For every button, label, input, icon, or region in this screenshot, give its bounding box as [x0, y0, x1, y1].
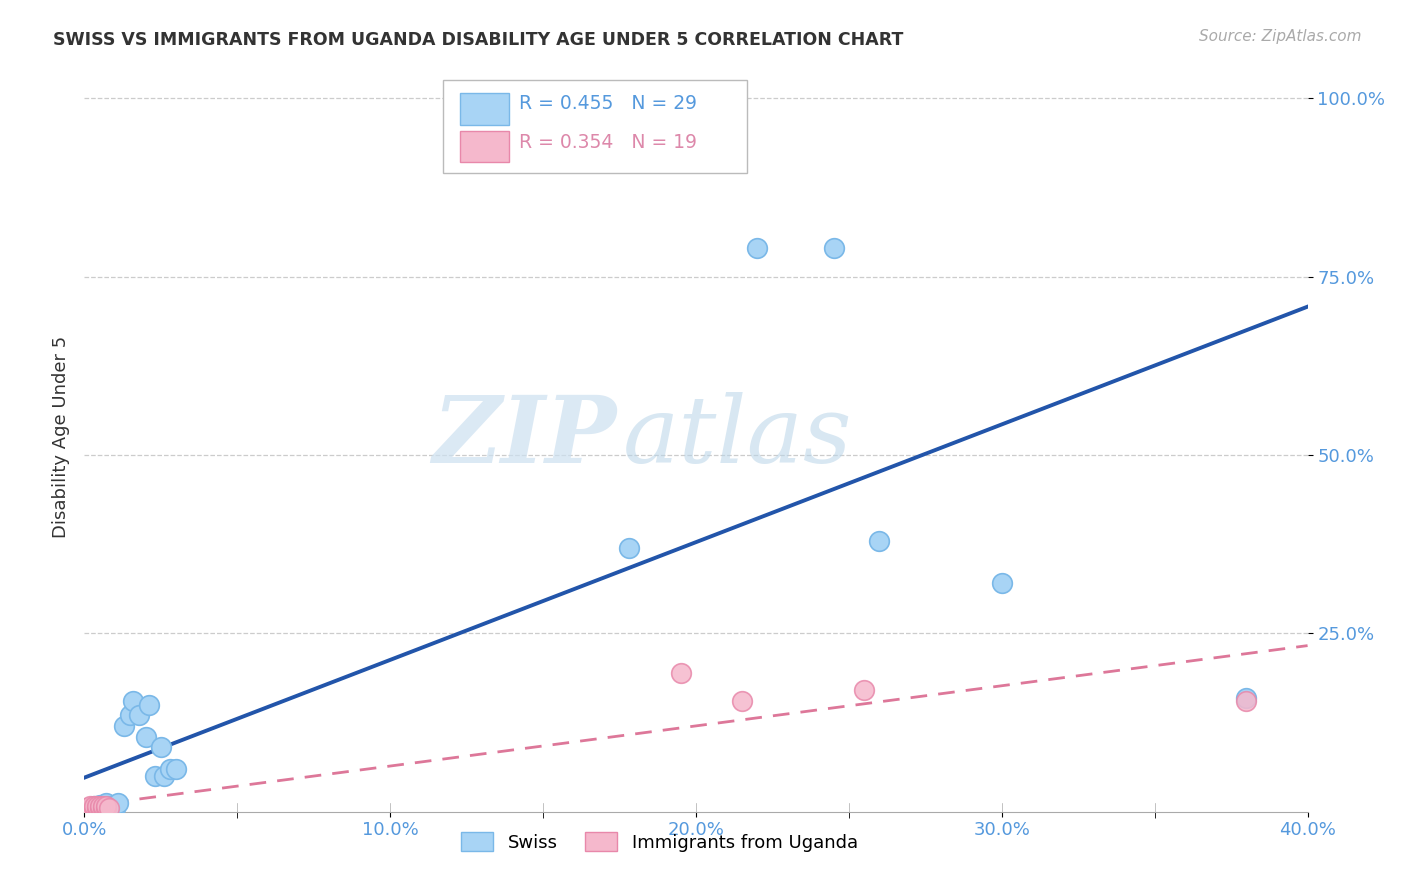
Point	[89, 801, 111, 815]
Point	[669, 665, 692, 680]
Point	[86, 801, 108, 815]
Point	[143, 769, 166, 783]
Point	[153, 769, 176, 783]
Point	[747, 241, 769, 255]
Point	[86, 799, 108, 814]
Point	[138, 698, 160, 712]
Point	[83, 801, 105, 815]
Text: ZIP: ZIP	[432, 392, 616, 482]
Point	[76, 801, 98, 815]
Point	[94, 801, 117, 815]
FancyBboxPatch shape	[460, 93, 509, 125]
Point	[159, 762, 181, 776]
Point	[101, 801, 124, 815]
Point	[122, 694, 145, 708]
Point	[91, 801, 114, 815]
Point	[89, 799, 111, 814]
Point	[94, 799, 117, 814]
Point	[638, 95, 661, 109]
Point	[79, 801, 101, 815]
Text: atlas: atlas	[623, 392, 852, 482]
Point	[1236, 690, 1258, 705]
Point	[104, 801, 127, 815]
Point	[97, 801, 120, 815]
Point	[853, 683, 876, 698]
Point	[128, 708, 150, 723]
Point	[823, 241, 845, 255]
Text: R = 0.354   N = 19: R = 0.354 N = 19	[519, 133, 696, 153]
FancyBboxPatch shape	[460, 130, 509, 162]
Point	[120, 708, 142, 723]
Point	[107, 796, 129, 810]
Point	[79, 799, 101, 814]
Point	[89, 801, 111, 815]
Point	[86, 799, 108, 814]
Point	[83, 801, 105, 815]
Point	[79, 801, 101, 815]
Point	[86, 801, 108, 815]
Point	[869, 533, 891, 548]
Point	[1236, 694, 1258, 708]
Point	[112, 719, 135, 733]
Point	[83, 799, 105, 814]
Text: SWISS VS IMMIGRANTS FROM UGANDA DISABILITY AGE UNDER 5 CORRELATION CHART: SWISS VS IMMIGRANTS FROM UGANDA DISABILI…	[53, 31, 904, 49]
Legend: Swiss, Immigrants from Uganda: Swiss, Immigrants from Uganda	[454, 825, 865, 859]
Point	[135, 730, 157, 744]
Point	[991, 576, 1014, 591]
Point	[91, 799, 114, 814]
Point	[89, 797, 111, 812]
Point	[91, 801, 114, 815]
Point	[149, 740, 172, 755]
FancyBboxPatch shape	[443, 79, 748, 172]
Point	[94, 796, 117, 810]
Point	[83, 799, 105, 814]
Point	[76, 801, 98, 815]
Point	[165, 762, 187, 776]
Point	[731, 694, 754, 708]
Point	[617, 541, 640, 555]
Text: R = 0.455   N = 29: R = 0.455 N = 29	[519, 95, 696, 113]
Point	[97, 799, 120, 814]
Y-axis label: Disability Age Under 5: Disability Age Under 5	[52, 336, 70, 538]
Text: Source: ZipAtlas.com: Source: ZipAtlas.com	[1198, 29, 1361, 44]
Point	[94, 799, 117, 814]
